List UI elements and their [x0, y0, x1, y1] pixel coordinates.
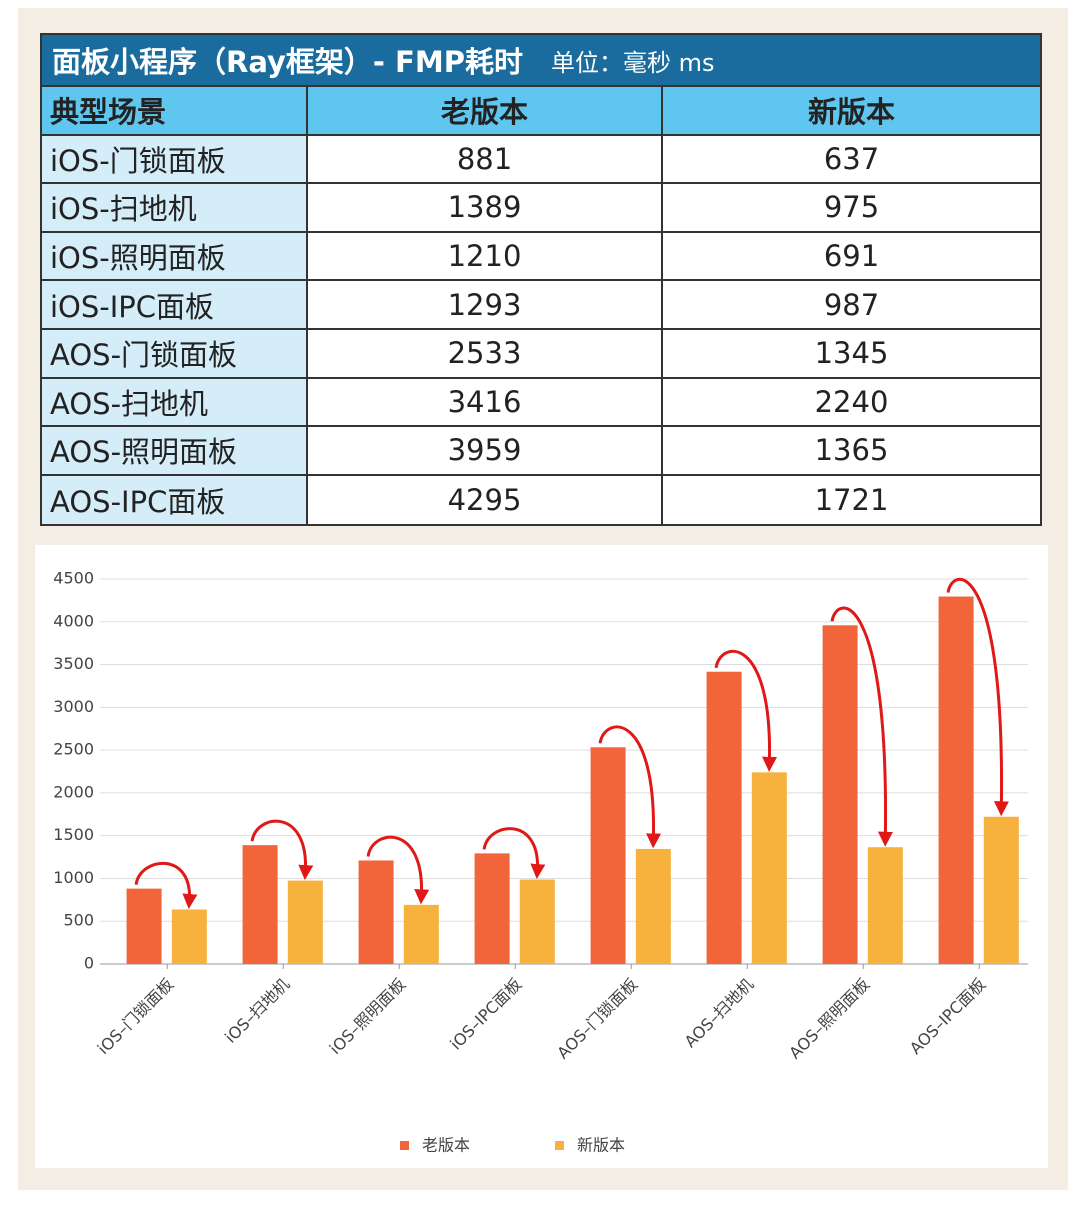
table-cell: 3959: [308, 427, 663, 474]
table-cell: 1345: [814, 336, 889, 371]
table-cell: 4295: [308, 475, 663, 525]
header-cell: 新版本: [663, 87, 1040, 134]
y-tick-label: 2500: [53, 740, 94, 759]
arrow: [946, 577, 1009, 817]
bar: [403, 904, 439, 964]
table-cell: 637: [823, 141, 880, 176]
bar: [635, 848, 671, 964]
bar: [126, 888, 162, 964]
bar: [867, 847, 903, 964]
bar: [519, 879, 555, 964]
table-cell: AOS-扫地机: [42, 378, 308, 426]
bar: [938, 596, 974, 964]
x-tick-label: AOS–照明面板: [785, 975, 873, 1063]
table-cell: 1210: [308, 232, 663, 280]
arrow: [482, 827, 546, 880]
table-cell: iOS-IPC面板: [42, 281, 308, 328]
y-tick-label: 1000: [53, 868, 94, 887]
arrow: [598, 725, 662, 849]
table-cell: 975: [823, 190, 880, 225]
table-row: AOS-照明面板 3959 1365: [42, 427, 1040, 476]
table-cell: 1389: [308, 184, 663, 231]
y-tick-label: 4500: [53, 569, 94, 588]
bar: [287, 880, 323, 964]
bar: [822, 625, 858, 964]
y-tick-label: 4000: [53, 611, 94, 630]
table-cell: 2533: [308, 329, 663, 377]
table-cell: 691: [823, 239, 880, 274]
table-unit: 单位：毫秒 ms: [550, 48, 715, 77]
bar: [983, 816, 1019, 964]
table-title: 面板小程序（Ray框架）- FMP耗时: [52, 45, 523, 79]
x-tick-label: AOS–门锁面板: [553, 975, 641, 1063]
table-row: iOS-IPC面板 1293 987: [42, 281, 1040, 330]
bar: [751, 772, 787, 964]
bar: [242, 845, 278, 964]
header-cell: 老版本: [308, 87, 663, 134]
table-cell: 2240: [814, 384, 889, 419]
x-tick-label: AOS–IPC面板: [906, 975, 989, 1058]
legend-swatch: [555, 1141, 564, 1150]
table-cell: 881: [308, 135, 663, 183]
arrow: [366, 835, 430, 905]
table-header: 典型场景 老版本 新版本: [42, 87, 1040, 136]
table-cell: 1721: [814, 483, 889, 518]
table-row: iOS-照明面板 1210 691: [42, 232, 1040, 282]
table-row: iOS-门锁面板 881 637: [42, 135, 1040, 185]
x-tick-label: AOS–扫地机: [681, 975, 758, 1052]
bar: [706, 671, 742, 964]
y-tick-label: 500: [63, 911, 94, 930]
arrow: [714, 649, 778, 772]
table-cell: 1293: [308, 281, 663, 328]
legend-label: 老版本: [422, 1136, 470, 1155]
table-title-bar: 面板小程序（Ray框架）- FMP耗时 单位：毫秒 ms: [42, 35, 1040, 87]
bar: [474, 853, 510, 964]
table-cell: 987: [823, 287, 880, 322]
arrow: [250, 819, 314, 881]
table-row: iOS-扫地机 1389 975: [42, 184, 1040, 233]
table-cell: iOS-扫地机: [42, 184, 308, 231]
table-cell: AOS-IPC面板: [42, 475, 308, 525]
x-tick-label: iOS–门锁面板: [94, 975, 178, 1059]
x-tick-label: iOS–IPC面板: [446, 975, 525, 1054]
table-row: AOS-门锁面板 2533 1345: [42, 329, 1040, 379]
chart: 0 500 1000 1500 2000 2500 3000 3500 4000 4500 iOS–…: [35, 545, 1048, 1168]
table-cell: 1365: [814, 433, 889, 468]
table-row: AOS-IPC面板 4295 1721: [42, 475, 1040, 525]
x-tick-label: iOS–扫地机: [221, 975, 293, 1047]
table-cell: AOS-照明面板: [42, 427, 308, 474]
y-tick-label: 1500: [53, 825, 94, 844]
table-row: AOS-扫地机 3416 2240: [42, 378, 1040, 428]
table-cell: 3416: [308, 378, 663, 426]
legend-label: 新版本: [577, 1136, 625, 1155]
y-tick-label: 3000: [53, 697, 94, 716]
table-cell: iOS-门锁面板: [42, 135, 308, 183]
table: 面板小程序（Ray框架）- FMP耗时 单位：毫秒 ms 典型场景 老版本 新版本 i…: [40, 33, 1042, 527]
legend-swatch: [400, 1141, 409, 1150]
y-tick-label: 2000: [53, 782, 94, 801]
header-cell: 典型场景: [42, 87, 308, 134]
bar: [358, 860, 394, 964]
bar: [171, 909, 207, 964]
arrow: [134, 861, 198, 909]
table-cell: AOS-门锁面板: [42, 329, 308, 377]
x-tick-label: iOS–照明面板: [326, 975, 410, 1059]
y-tick-label: 0: [84, 954, 94, 973]
bar: [590, 747, 626, 964]
table-cell: iOS-照明面板: [42, 232, 308, 280]
y-tick-label: 3500: [53, 654, 94, 673]
arrow: [830, 606, 893, 847]
